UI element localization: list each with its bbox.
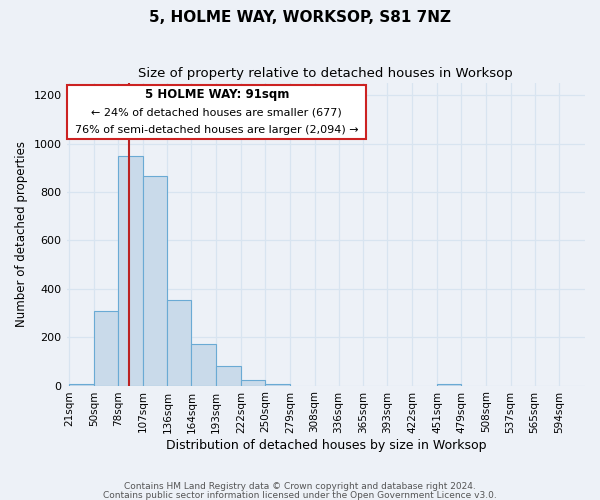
Bar [67,86,366,138]
Text: 5 HOLME WAY: 91sqm: 5 HOLME WAY: 91sqm [145,88,289,101]
Text: ← 24% of detached houses are smaller (677): ← 24% of detached houses are smaller (67… [91,107,342,117]
Bar [265,384,290,386]
Bar [167,300,191,386]
Bar [69,384,94,386]
X-axis label: Distribution of detached houses by size in Worksop: Distribution of detached houses by size … [166,440,486,452]
Text: 5, HOLME WAY, WORKSOP, S81 7NZ: 5, HOLME WAY, WORKSOP, S81 7NZ [149,10,451,25]
Bar [241,380,265,386]
Bar [118,156,143,386]
Bar [94,310,118,386]
Text: Contains public sector information licensed under the Open Government Licence v3: Contains public sector information licen… [103,490,497,500]
Bar [143,176,167,386]
Bar [216,366,241,386]
Bar [191,344,216,386]
Text: 76% of semi-detached houses are larger (2,094) →: 76% of semi-detached houses are larger (… [75,125,359,135]
Y-axis label: Number of detached properties: Number of detached properties [15,142,28,328]
Bar [437,384,461,386]
Title: Size of property relative to detached houses in Worksop: Size of property relative to detached ho… [139,68,513,80]
Text: Contains HM Land Registry data © Crown copyright and database right 2024.: Contains HM Land Registry data © Crown c… [124,482,476,491]
